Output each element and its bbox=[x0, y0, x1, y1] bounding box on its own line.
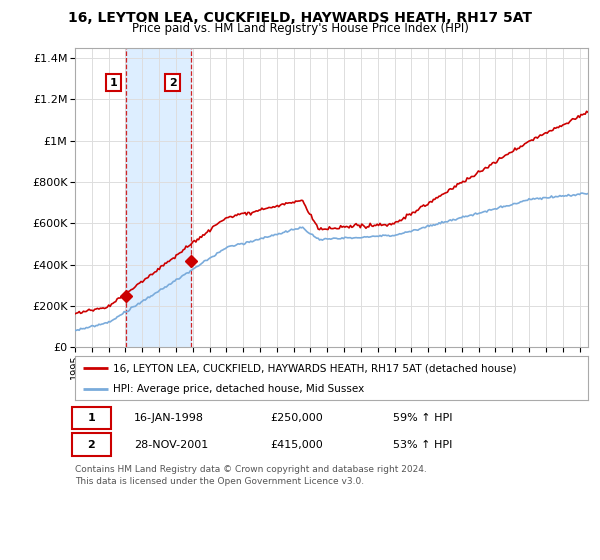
Text: 28-NOV-2001: 28-NOV-2001 bbox=[134, 440, 208, 450]
Text: This data is licensed under the Open Government Licence v3.0.: This data is licensed under the Open Gov… bbox=[75, 477, 364, 486]
Text: 16, LEYTON LEA, CUCKFIELD, HAYWARDS HEATH, RH17 5AT (detached house): 16, LEYTON LEA, CUCKFIELD, HAYWARDS HEAT… bbox=[113, 363, 517, 373]
Bar bbox=[126, 48, 191, 347]
Text: £415,000: £415,000 bbox=[270, 440, 323, 450]
Text: Contains HM Land Registry data © Crown copyright and database right 2024.: Contains HM Land Registry data © Crown c… bbox=[75, 465, 427, 474]
Text: 1: 1 bbox=[88, 413, 95, 423]
Text: 1: 1 bbox=[110, 78, 118, 88]
Text: HPI: Average price, detached house, Mid Sussex: HPI: Average price, detached house, Mid … bbox=[113, 384, 365, 394]
FancyBboxPatch shape bbox=[73, 407, 111, 429]
Text: 16-JAN-1998: 16-JAN-1998 bbox=[134, 413, 204, 423]
Text: 53% ↑ HPI: 53% ↑ HPI bbox=[393, 440, 452, 450]
Text: 16, LEYTON LEA, CUCKFIELD, HAYWARDS HEATH, RH17 5AT: 16, LEYTON LEA, CUCKFIELD, HAYWARDS HEAT… bbox=[68, 11, 532, 25]
Text: Price paid vs. HM Land Registry's House Price Index (HPI): Price paid vs. HM Land Registry's House … bbox=[131, 22, 469, 35]
Text: 2: 2 bbox=[169, 78, 176, 88]
Text: £250,000: £250,000 bbox=[270, 413, 323, 423]
Text: 2: 2 bbox=[88, 440, 95, 450]
Text: 59% ↑ HPI: 59% ↑ HPI bbox=[393, 413, 452, 423]
FancyBboxPatch shape bbox=[73, 433, 111, 456]
